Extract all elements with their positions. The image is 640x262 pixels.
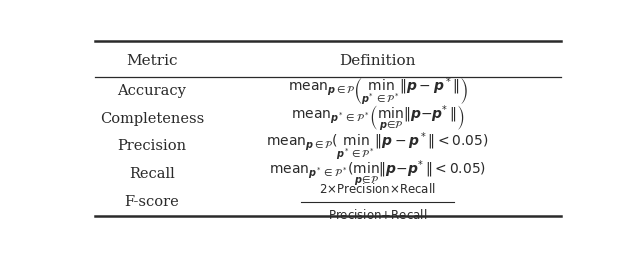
- Text: Definition: Definition: [339, 54, 416, 68]
- Text: Precision: Precision: [117, 139, 186, 154]
- Text: $2{\times}\mathrm{Precision}{\times}\mathrm{Recall}$: $2{\times}\mathrm{Precision}{\times}\mat…: [319, 182, 436, 196]
- Text: Metric: Metric: [126, 54, 178, 68]
- Text: $\mathrm{Precision}{+}\mathrm{Recall}$: $\mathrm{Precision}{+}\mathrm{Recall}$: [328, 208, 428, 222]
- Text: $\mathrm{mean}_{\boldsymbol{p}^*\in\mathcal{P}^*}(\min_{\boldsymbol{p}\in\mathca: $\mathrm{mean}_{\boldsymbol{p}^*\in\math…: [269, 159, 486, 189]
- Text: Accuracy: Accuracy: [118, 84, 186, 98]
- Text: $\mathrm{mean}_{\boldsymbol{p}^*\in\mathcal{P}^*}\left(\min_{\boldsymbol{p}\in\m: $\mathrm{mean}_{\boldsymbol{p}^*\in\math…: [291, 104, 465, 133]
- Text: Recall: Recall: [129, 167, 175, 181]
- Text: $\mathrm{mean}_{\boldsymbol{p}\in\mathcal{P}}\left(\min_{\boldsymbol{p}^*\in\mat: $\mathrm{mean}_{\boldsymbol{p}\in\mathca…: [287, 75, 468, 107]
- Text: F-score: F-score: [125, 195, 179, 209]
- Text: Completeness: Completeness: [100, 112, 204, 125]
- Text: $\mathrm{mean}_{\boldsymbol{p}\in\mathcal{P}}(\min_{\boldsymbol{p}^*\in\mathcal{: $\mathrm{mean}_{\boldsymbol{p}\in\mathca…: [266, 130, 489, 162]
